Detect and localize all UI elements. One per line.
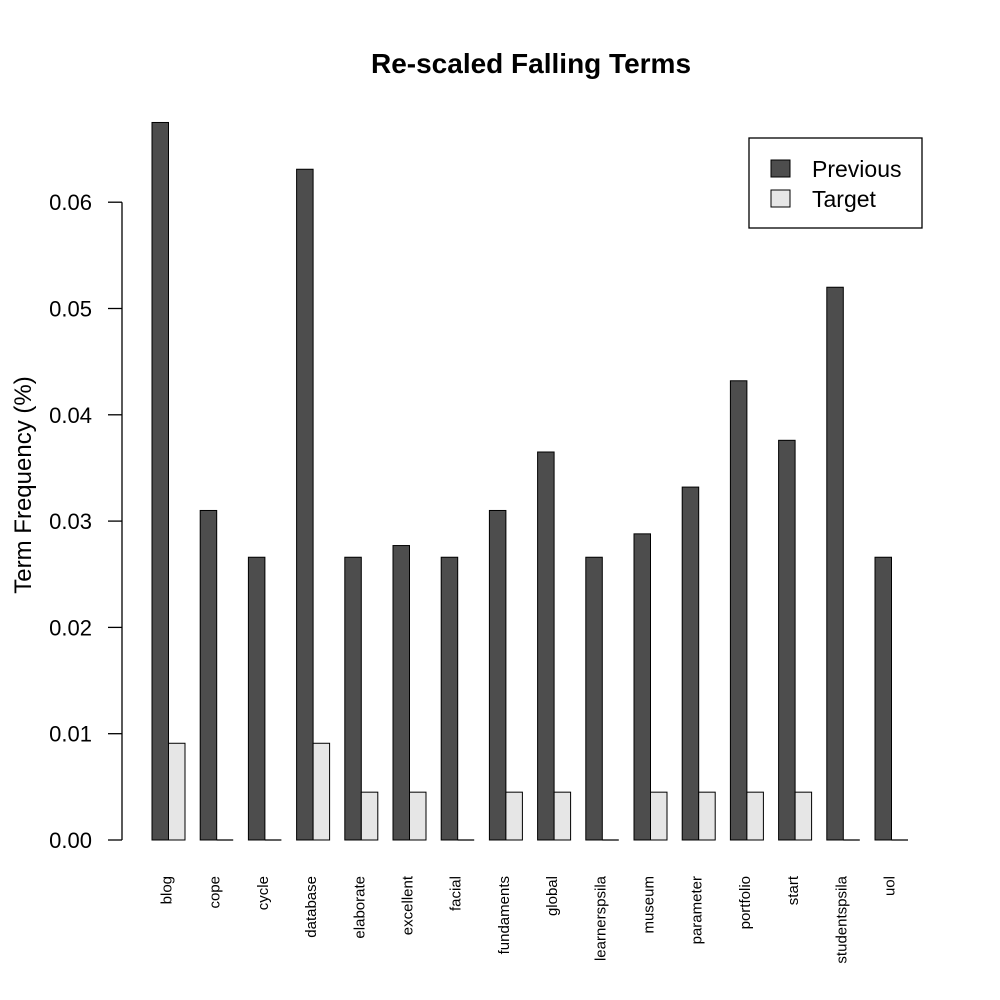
category-label: start: [785, 875, 802, 905]
legend-label-previous: Previous: [812, 156, 901, 182]
category-label: portfolio: [737, 876, 754, 929]
category-labels: blog cope cycle database elaborate excellent f…: [159, 875, 899, 963]
bar-target-parameter: [698, 791, 716, 841]
category-label: elaborate: [351, 876, 368, 939]
category-label: global: [544, 876, 561, 916]
bars-group: [151, 121, 908, 841]
bar-previous-portfolio: [729, 380, 748, 841]
category-label: fundaments: [496, 876, 513, 954]
category-label: uol: [882, 876, 899, 896]
bar-target-portfolio: [746, 791, 764, 841]
bar-target-start: [794, 791, 813, 841]
category-label: database: [303, 876, 320, 938]
y-axis-label: Term Frequency (%): [10, 376, 37, 593]
category-label: excellent: [400, 875, 417, 935]
bar-previous-studentspsila: [826, 286, 844, 841]
y-tick-label: 0.06: [49, 190, 92, 215]
legend: Previous Target: [748, 137, 923, 229]
category-label: museum: [641, 876, 658, 934]
y-axis: 0.00 0.01 0.02 0.03 0.04 0.05 0.06: [49, 190, 123, 853]
bar-target-global: [553, 791, 572, 841]
bar-previous-database: [296, 168, 314, 841]
bar-previous-global: [537, 451, 555, 841]
bar-target-elaborate: [360, 791, 379, 841]
legend-box: [748, 137, 923, 229]
legend-label-target: Target: [812, 186, 877, 212]
category-label: blog: [159, 876, 176, 904]
bar-previous-facial: [440, 556, 459, 841]
chart-title: Re-scaled Falling Terms: [371, 48, 691, 79]
y-tick-label: 0.02: [49, 615, 92, 640]
category-label: parameter: [689, 876, 706, 944]
bar-target-fundaments: [505, 791, 523, 841]
y-tick-label: 0.00: [49, 828, 92, 853]
legend-swatch-previous: [770, 159, 791, 178]
bar-previous-cope: [199, 509, 218, 841]
bar-previous-cycle: [247, 556, 266, 841]
bar-previous-learnerspsila: [585, 556, 603, 841]
bar-previous-uol: [874, 556, 892, 841]
category-label: studentspsila: [833, 875, 850, 963]
category-label: facial: [448, 876, 465, 911]
bar-previous-fundaments: [488, 509, 507, 841]
bar-previous-museum: [633, 533, 651, 841]
category-label: cycle: [255, 876, 272, 910]
y-tick-label: 0.03: [49, 509, 92, 534]
category-label: cope: [207, 876, 224, 909]
legend-swatch-target: [770, 189, 791, 208]
bar-previous-excellent: [392, 545, 410, 841]
bar-target-database: [312, 742, 331, 841]
y-tick-label: 0.04: [49, 403, 92, 428]
bar-previous-start: [778, 439, 796, 841]
bar-target-blog: [168, 742, 186, 841]
bar-target-excellent: [409, 791, 427, 841]
bar-previous-elaborate: [344, 556, 362, 841]
category-label: learnerspsila: [592, 875, 609, 961]
y-tick-label: 0.05: [49, 297, 92, 322]
bar-previous-parameter: [681, 486, 700, 841]
bar-target-museum: [650, 791, 668, 841]
y-tick-label: 0.01: [49, 722, 92, 747]
bar-previous-blog: [151, 121, 169, 841]
